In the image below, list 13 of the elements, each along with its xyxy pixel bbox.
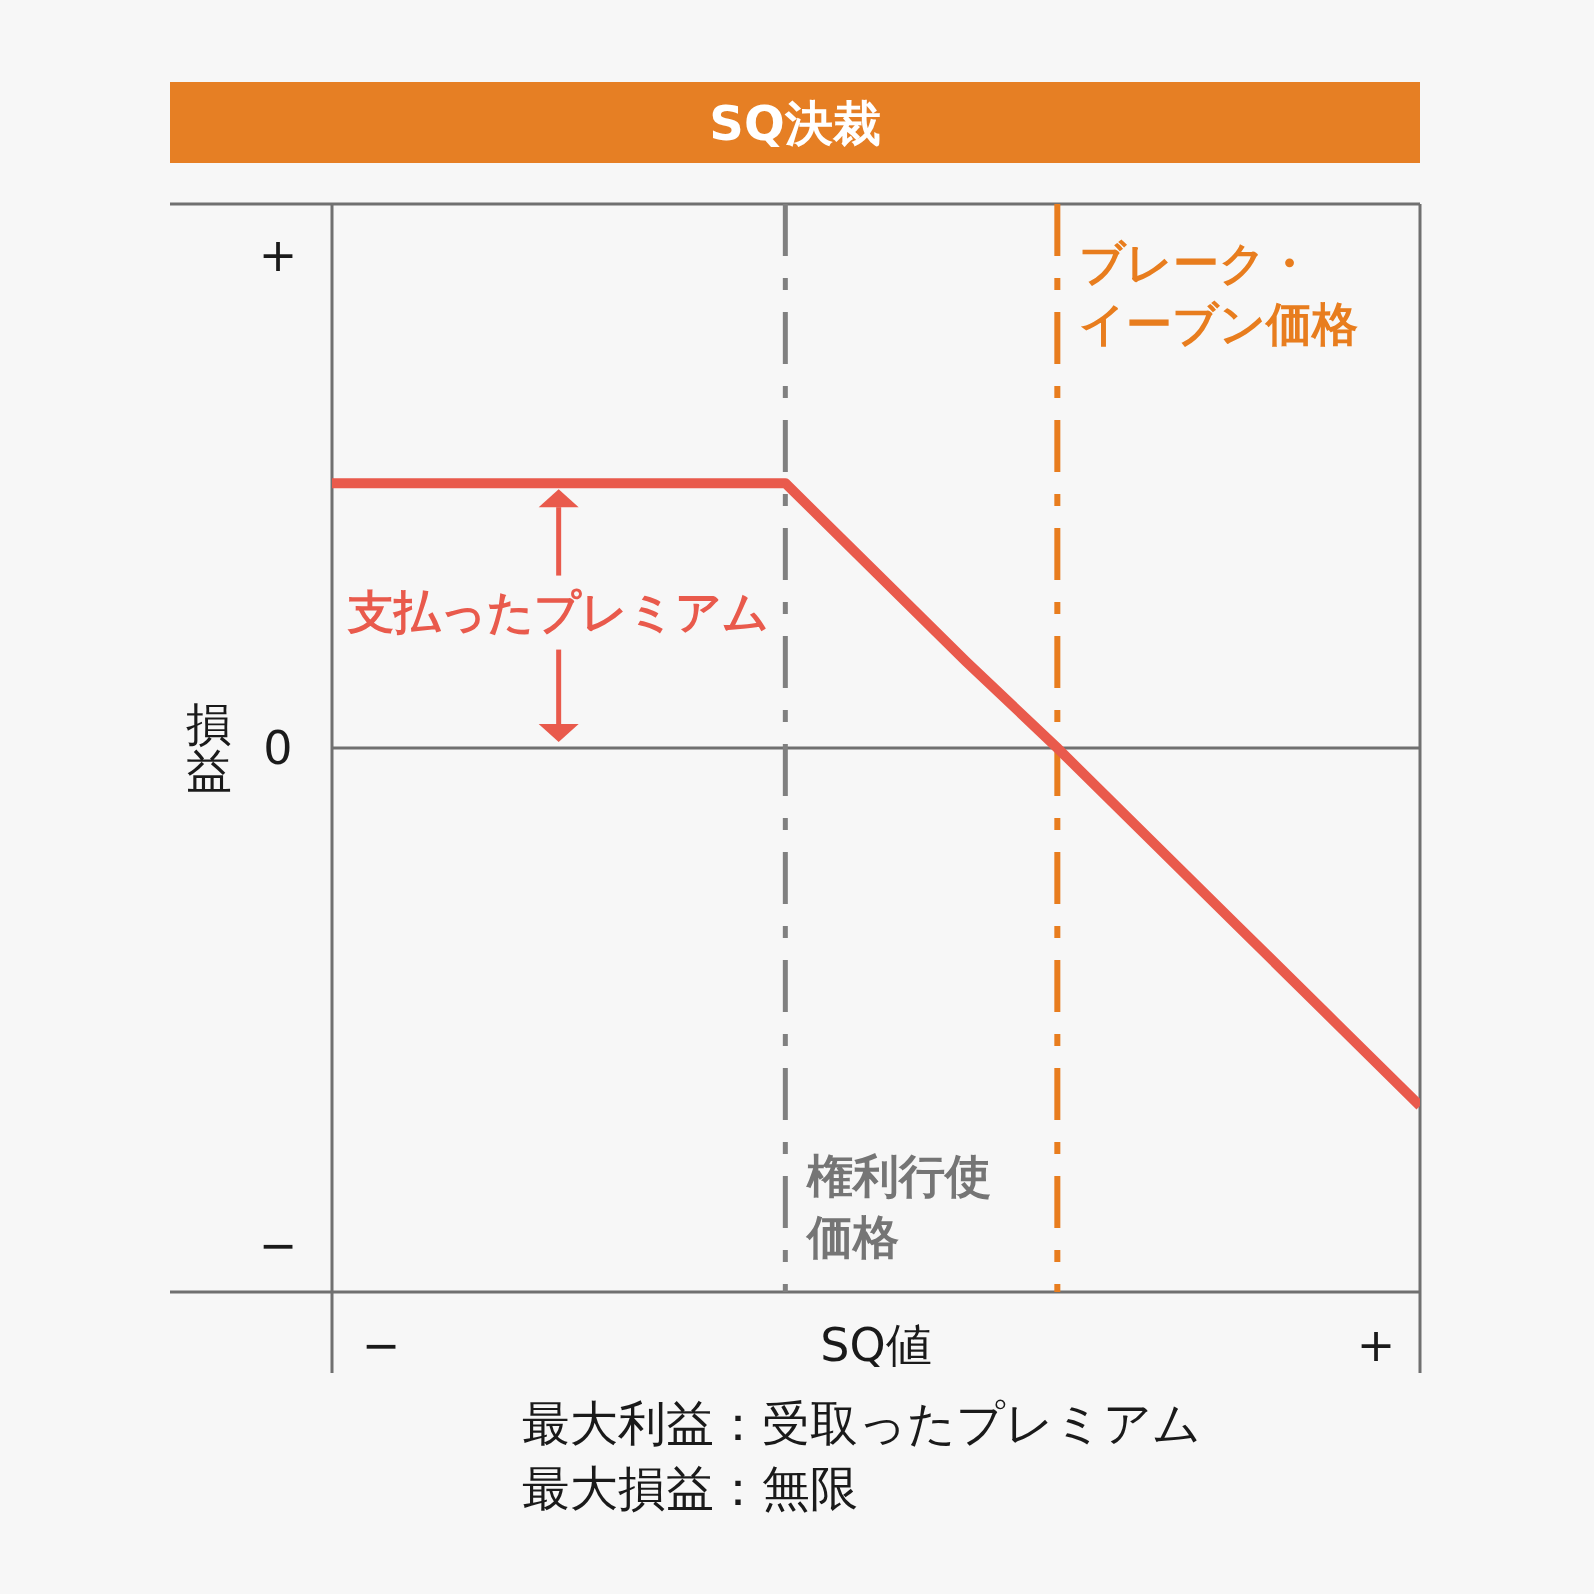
note: 最大損益：無限 (522, 1460, 858, 1516)
note: 最大利益：受取ったプレミアム (522, 1395, 1201, 1451)
y-end: + (258, 228, 298, 282)
title: SQ決裁 (709, 95, 881, 151)
y-end: − (258, 1218, 298, 1272)
xlabel: SQ値 (820, 1318, 932, 1372)
line-label: 権利行使価格 (807, 1148, 993, 1266)
line-label: ブレーク・イーブン価格 (1079, 235, 1360, 353)
ylabel: 損益 (185, 701, 233, 795)
ref-label: 0 (263, 721, 293, 775)
x-end: − (361, 1318, 401, 1372)
x-end: + (1356, 1318, 1396, 1372)
annotation: 支払ったプレミアム (348, 584, 770, 639)
